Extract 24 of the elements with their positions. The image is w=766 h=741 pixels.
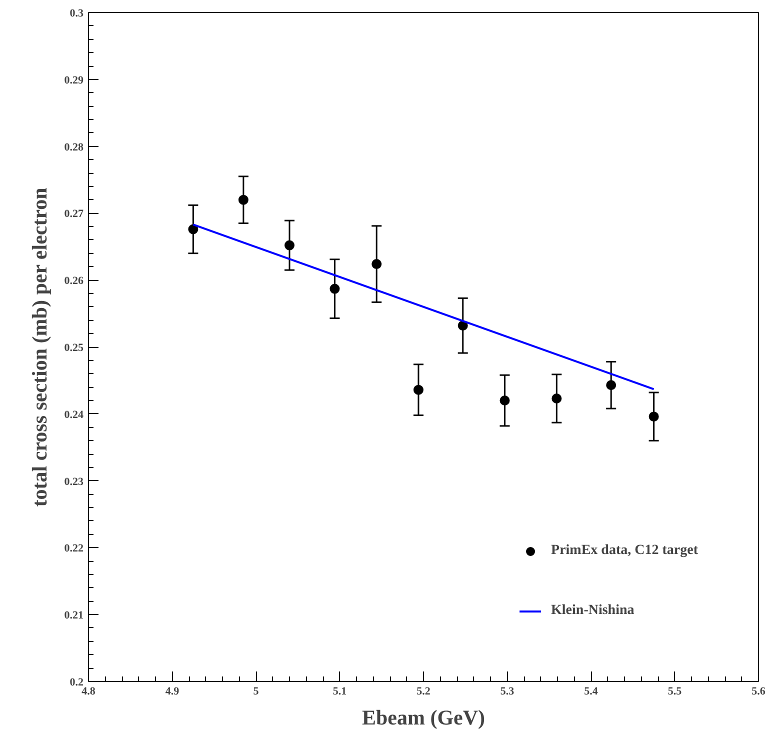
y-tick-label: 0.27 xyxy=(64,208,84,220)
x-axis-title: Ebeam (GeV) xyxy=(362,706,486,730)
y-tick-label: 0.25 xyxy=(64,342,84,354)
x-tick-label: 4.8 xyxy=(82,686,96,698)
y-tick-label: 0.29 xyxy=(64,74,84,86)
y-tick-label: 0.23 xyxy=(64,476,84,488)
legend-label: Klein-Nishina xyxy=(551,603,634,619)
y-tick-label: 0.24 xyxy=(64,408,84,421)
x-tick-label: 5 xyxy=(253,686,260,698)
y-tick-label: 0.28 xyxy=(64,141,84,154)
y-tick-label: 0.2 xyxy=(70,676,84,688)
y-tick-label: 0.22 xyxy=(64,542,84,555)
x-tick-label: 5.4 xyxy=(584,686,598,698)
x-tick-label: 5.6 xyxy=(752,686,766,698)
x-tick-label: 5.3 xyxy=(500,686,515,698)
x-tick-label: 4.9 xyxy=(165,686,180,698)
y-tick-label: 0.26 xyxy=(64,275,84,288)
x-tick-label: 5.1 xyxy=(332,686,347,698)
x-tick-label: 5.5 xyxy=(668,686,682,698)
x-tick-label: 5.2 xyxy=(416,686,431,698)
legend-label: PrimEx data, C12 target xyxy=(551,543,698,559)
y-tick-label: 0.21 xyxy=(64,610,84,622)
y-tick-label: 0.3 xyxy=(70,8,84,20)
y-axis-title: total cross section (mb) per electron xyxy=(27,187,52,507)
